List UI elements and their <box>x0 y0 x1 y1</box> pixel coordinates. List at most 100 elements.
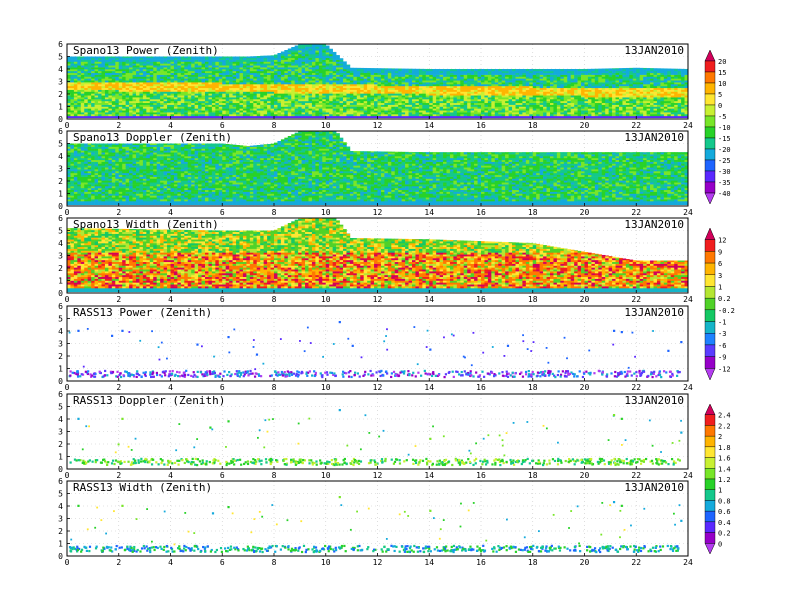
heatmap-cell <box>271 69 275 71</box>
heatmap-cell <box>598 92 602 94</box>
heatmap-cell <box>305 63 309 65</box>
heatmap-cell <box>329 82 333 84</box>
heatmap-cell <box>412 78 416 80</box>
heatmap-cell <box>484 86 488 88</box>
heatmap-cell <box>274 73 278 75</box>
heatmap-cell <box>315 60 319 62</box>
heatmap-cell <box>198 78 202 80</box>
heatmap-cell <box>626 84 630 86</box>
heatmap-cell <box>236 69 240 71</box>
heatmap-cell <box>474 84 478 86</box>
heatmap-cell <box>188 95 192 97</box>
heatmap-cell <box>202 97 206 99</box>
heatmap-cell <box>240 80 244 82</box>
heatmap-cell <box>588 92 592 94</box>
heatmap-cell <box>453 110 457 112</box>
heatmap-cell <box>305 78 309 80</box>
heatmap-cell <box>105 105 109 107</box>
heatmap-cell <box>105 92 109 94</box>
heatmap-cell <box>395 116 399 118</box>
heatmap-cell <box>153 108 157 110</box>
heatmap-cell <box>312 90 316 92</box>
heatmap-cell <box>509 75 513 77</box>
heatmap-cell <box>67 82 71 84</box>
heatmap-cell <box>567 112 571 114</box>
heatmap-cell <box>260 75 264 77</box>
heatmap-cell <box>202 65 206 67</box>
heatmap-cell <box>119 88 123 90</box>
heatmap-cell <box>346 105 350 107</box>
heatmap-cell <box>595 78 599 80</box>
heatmap-cell <box>122 110 126 112</box>
heatmap-cell <box>591 112 595 114</box>
heatmap-cell <box>243 86 247 88</box>
heatmap-cell <box>447 110 451 112</box>
heatmap-cell <box>319 88 323 90</box>
heatmap-cell <box>602 90 606 92</box>
heatmap-cell <box>105 71 109 73</box>
heatmap-cell <box>612 116 616 118</box>
heatmap-cell <box>88 67 92 69</box>
heatmap-cell <box>560 82 564 84</box>
heatmap-cell <box>84 103 88 105</box>
heatmap-cell <box>402 86 406 88</box>
heatmap-cell <box>360 101 364 103</box>
heatmap-cell <box>350 78 354 80</box>
heatmap-cell <box>233 105 237 107</box>
heatmap-cell <box>281 112 285 114</box>
heatmap-cell <box>481 99 485 101</box>
heatmap-cell <box>519 90 523 92</box>
heatmap-cell <box>88 103 92 105</box>
heatmap-cell <box>119 82 123 84</box>
heatmap-cell <box>146 88 150 90</box>
heatmap-cell <box>488 86 492 88</box>
heatmap-cell <box>205 114 209 116</box>
heatmap-cell <box>591 114 595 116</box>
heatmap-cell <box>195 105 199 107</box>
heatmap-cell <box>305 92 309 94</box>
heatmap-cell <box>384 75 388 77</box>
heatmap-cell <box>329 90 333 92</box>
heatmap-cell <box>236 63 240 65</box>
heatmap-cell <box>315 73 319 75</box>
heatmap-cell <box>498 90 502 92</box>
heatmap-cell <box>543 78 547 80</box>
heatmap-cell <box>391 97 395 99</box>
heatmap-cell <box>412 69 416 71</box>
heatmap-cell <box>381 101 385 103</box>
heatmap-cell <box>164 112 168 114</box>
heatmap-cell <box>105 108 109 110</box>
heatmap-cell <box>598 82 602 84</box>
heatmap-cell <box>395 99 399 101</box>
heatmap-cell <box>160 105 164 107</box>
heatmap-cell <box>495 107 499 109</box>
heatmap-cell <box>395 82 399 84</box>
heatmap-cell <box>240 75 244 77</box>
heatmap-cell <box>139 90 143 92</box>
heatmap-cell <box>609 86 613 88</box>
heatmap-cell <box>295 48 299 50</box>
heatmap-cell <box>77 78 81 80</box>
heatmap-cell <box>481 77 485 79</box>
heatmap-cell <box>409 112 413 114</box>
heatmap-cell <box>491 69 495 71</box>
heatmap-cell <box>346 75 350 77</box>
heatmap-cell <box>419 92 423 94</box>
heatmap-cell <box>184 67 188 69</box>
heatmap-cell <box>516 73 520 75</box>
heatmap-cell <box>505 73 509 75</box>
heatmap-cell <box>284 75 288 77</box>
heatmap-cell <box>464 114 468 116</box>
heatmap-cell <box>271 71 275 73</box>
heatmap-cell <box>591 110 595 112</box>
heatmap-cell <box>160 116 164 118</box>
heatmap-cell <box>464 110 468 112</box>
heatmap-cell <box>585 78 589 80</box>
heatmap-cell <box>298 78 302 80</box>
heatmap-cell <box>612 82 616 84</box>
heatmap-cell <box>88 105 92 107</box>
heatmap-cell <box>236 88 240 90</box>
heatmap-cell <box>167 69 171 71</box>
heatmap-cell <box>460 80 464 82</box>
heatmap-cell <box>605 77 609 79</box>
